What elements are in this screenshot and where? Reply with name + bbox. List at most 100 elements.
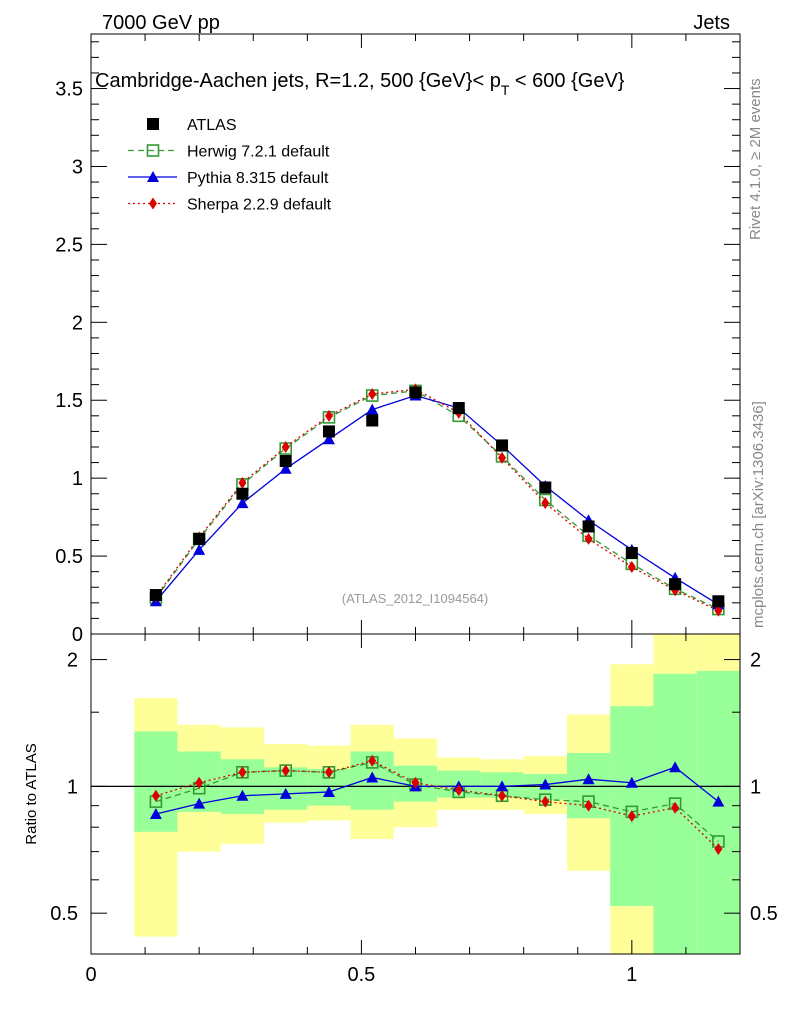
atlas-point-10 — [582, 520, 595, 533]
ratio-sherpa-point-0 — [151, 789, 160, 802]
ratio-series-layer — [149, 754, 725, 856]
ratio-pythia-point-12 — [669, 761, 682, 773]
ratio-sherpa-point-8 — [498, 789, 507, 802]
atlas-point-0 — [149, 589, 162, 602]
pythia-line — [155, 394, 719, 605]
atlas-point-7 — [452, 402, 465, 415]
ratio-sherpa-point-13 — [714, 843, 723, 856]
legend-sherpa-label: Sherpa 2.2.9 default — [187, 197, 332, 214]
ratio-ticks: 0.5 0.5 1 1 2 2 0 0.5 1 — [50, 634, 778, 986]
pythia-point-1 — [193, 543, 206, 555]
band-inner-12 — [653, 673, 697, 954]
atlas-point-4 — [322, 425, 335, 438]
ratio-sherpa-point-12 — [671, 801, 680, 814]
legend-pythia-marker — [147, 171, 159, 182]
ratio-ytick-label-right-2: 2 — [750, 650, 761, 672]
ratio-herwig-line — [155, 761, 719, 842]
legend-pythia-label: Pythia 8.315 default — [187, 170, 329, 187]
ratio-ytick-label-left-2: 2 — [67, 650, 78, 672]
main-ytick-label-1: 0.5 — [55, 546, 83, 568]
plot-title: Cambridge-Aachen jets, R=1.2, 500 {GeV}<… — [95, 70, 625, 98]
ratio-sherpa-point-11 — [627, 810, 636, 823]
main-ytick-label-5: 2.5 — [55, 234, 83, 256]
ratio-xtick-label-2: 1 — [626, 964, 637, 986]
ratio-sherpa-point-9 — [541, 795, 550, 808]
band-inner-13 — [696, 670, 740, 954]
atlas-point-6 — [409, 386, 422, 399]
atlas-point-9 — [539, 481, 552, 494]
main-ytick-label-7: 3.5 — [55, 79, 83, 101]
ratio-pythia-point-13 — [712, 795, 725, 807]
main-ytick-label-2: 1 — [72, 468, 83, 490]
ratio-sherpa-point-3 — [281, 764, 290, 777]
atlas-point-8 — [496, 439, 509, 452]
atlas-point-2 — [236, 487, 249, 500]
ratio-sherpa-point-7 — [454, 784, 463, 797]
analysis-id: (ATLAS_2012_I1094564) — [342, 591, 488, 606]
ratio-pythia-point-0 — [149, 807, 162, 819]
atlas-point-11 — [625, 546, 638, 559]
sherpa-point-2 — [238, 476, 247, 489]
ratio-pythia-point-11 — [625, 776, 638, 788]
ratio-ytick-label-left-0: 0.5 — [50, 903, 78, 925]
pythia-point-3 — [279, 462, 292, 474]
ratio-sherpa-point-10 — [584, 799, 593, 812]
atlas-point-1 — [193, 532, 206, 545]
rivet-label: Rivet 4.1.0, ≥ 2M events — [747, 78, 764, 240]
ratio-xtick-label-0: 0 — [85, 964, 96, 986]
legend-herwig-marker — [146, 144, 160, 157]
ratio-pythia-point-4 — [322, 785, 335, 797]
ratio-sherpa-point-6 — [411, 776, 420, 789]
ratio-sherpa-point-4 — [324, 766, 333, 779]
ratio-ytick-label-right-1: 1 — [750, 776, 761, 798]
main-series-layer — [149, 383, 725, 617]
legend: ATLAS Herwig 7.2.1 default Pythia 8.315 de… — [128, 117, 332, 214]
ratio-ylabel: Ratio to ATLAS — [23, 743, 40, 844]
pythia-point-2 — [236, 497, 249, 509]
pythia-point-4 — [322, 433, 335, 445]
herwig-line — [155, 390, 719, 610]
ratio-bands — [91, 634, 740, 954]
sherpa-point-5 — [368, 388, 377, 400]
legend-herwig-label: Herwig 7.2.1 default — [187, 144, 330, 161]
ratio-pythia-point-8 — [496, 780, 509, 792]
sherpa-point-3 — [281, 440, 290, 453]
sherpa-point-10 — [584, 532, 593, 545]
ratio-sherpa-point-1 — [195, 776, 204, 789]
main-ticks: 0 0.5 1 1.5 2 2.5 3 3.5 — [55, 34, 740, 646]
main-ytick-label-4: 2 — [72, 312, 83, 334]
ratio-pythia-point-5 — [366, 771, 379, 783]
ratio-pythia-point-3 — [279, 787, 292, 799]
mcplots-label: mcplots.cern.ch [arXiv:1306.3436] — [750, 401, 767, 628]
main-ytick-label-0: 0 — [72, 624, 83, 646]
energy-label: 7000 GeV pp — [102, 12, 220, 34]
sherpa-point-9 — [541, 497, 550, 510]
atlas-point-13 — [712, 595, 725, 608]
pythia-point-5 — [366, 403, 379, 415]
ratio-ytick-label-left-1: 1 — [67, 776, 78, 798]
main-ytick-label-6: 3 — [72, 156, 83, 178]
atlas-point-12 — [669, 578, 682, 591]
atlas-point-3 — [279, 455, 292, 468]
ratio-pythia-point-1 — [193, 797, 206, 809]
ratio-pythia-point-10 — [582, 773, 595, 785]
main-panel: 0 0.5 1 1.5 2 2.5 3 3.5 Cambridge-Aachen jets, … — [55, 33, 741, 646]
sherpa-point-13 — [714, 604, 723, 617]
ratio-panel: 0.5 0.5 1 1 2 2 0 0.5 1 Ratio to ATLAS — [23, 633, 778, 986]
sherpa-point-8 — [498, 451, 507, 464]
sherpa-line — [155, 388, 719, 612]
atlas-point-5 — [366, 414, 379, 427]
ratio-pythia-point-2 — [236, 789, 249, 801]
ratio-sherpa-point-2 — [238, 766, 247, 779]
ratio-pythia-point-9 — [539, 778, 552, 790]
sherpa-point-11 — [627, 560, 636, 573]
legend-atlas-label: ATLAS — [187, 117, 237, 134]
main-ytick-label-3: 1.5 — [55, 390, 83, 412]
sherpa-point-4 — [324, 409, 333, 422]
ratio-sherpa-line — [155, 760, 719, 850]
legend-atlas-marker — [147, 118, 159, 130]
legend-sherpa-marker — [149, 197, 157, 210]
category-label: Jets — [693, 12, 730, 34]
ratio-sherpa-point-5 — [368, 754, 377, 767]
